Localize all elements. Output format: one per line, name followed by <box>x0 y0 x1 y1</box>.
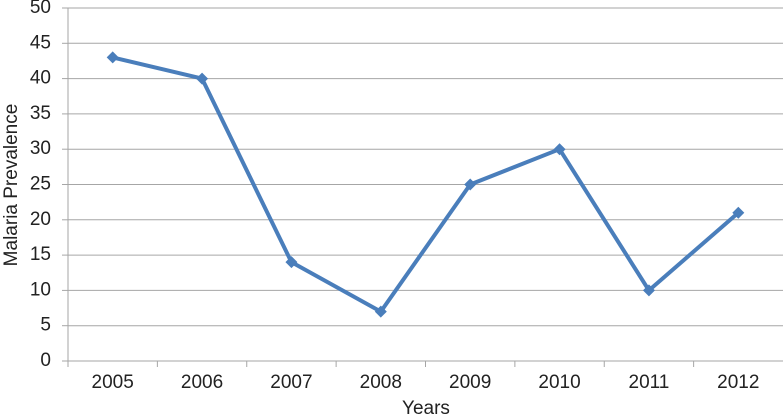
y-tick-label: 10 <box>30 279 51 300</box>
y-tick-label: 20 <box>30 209 51 230</box>
y-tick-label: 25 <box>30 174 51 195</box>
x-tick-label: 2011 <box>629 372 670 393</box>
data-point <box>732 206 745 219</box>
x-tick-label: 2008 <box>360 372 402 393</box>
y-tick-label: 35 <box>30 103 51 124</box>
data-point <box>642 284 655 297</box>
data-point <box>196 72 209 85</box>
y-tick-label: 40 <box>30 68 51 89</box>
data-point <box>553 143 566 156</box>
data-point <box>374 305 387 318</box>
y-tick-label: 50 <box>30 0 51 18</box>
x-axis-title: Years <box>402 398 450 419</box>
x-tick-label: 2010 <box>538 372 580 393</box>
data-line <box>112 55 740 314</box>
data-point <box>106 51 119 64</box>
x-tick-label: 2012 <box>717 372 759 393</box>
x-tick-label: 2006 <box>181 372 223 393</box>
x-tick-label: 2009 <box>449 372 491 393</box>
data-point <box>285 256 298 269</box>
x-tick-label: 2007 <box>270 372 312 393</box>
y-axis-title: Malaria Prevalence <box>1 104 22 267</box>
y-tick-label: 30 <box>30 138 51 159</box>
y-tick-label: 45 <box>30 32 51 53</box>
y-tick-label: 5 <box>40 315 51 336</box>
y-tick-label: 0 <box>40 350 51 371</box>
x-tick-label: 2005 <box>92 372 134 393</box>
data-point <box>464 178 477 191</box>
y-tick-label: 15 <box>30 244 51 265</box>
